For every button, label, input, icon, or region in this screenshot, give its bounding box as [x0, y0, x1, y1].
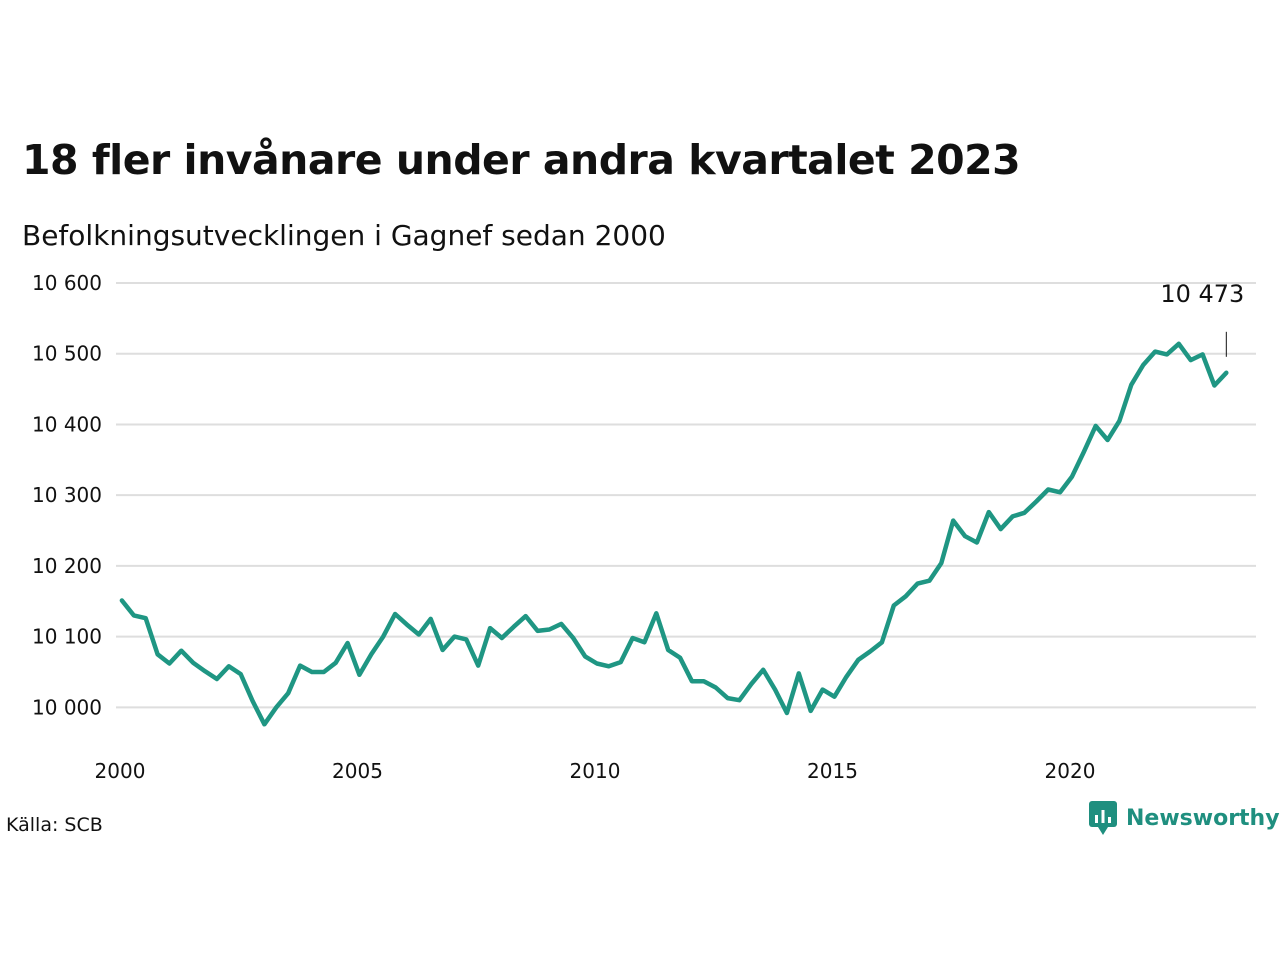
y-tick-label: 10 600 — [32, 271, 102, 295]
y-tick-label: 10 500 — [32, 342, 102, 366]
newsworthy-logo-icon — [1089, 801, 1117, 835]
x-tick-label: 2010 — [570, 759, 621, 783]
x-axis-tick-labels: 2000 2005 2010 2015 2020 — [95, 759, 1096, 783]
chart-title: 18 fler invånare under andra kvartalet 2… — [22, 136, 1021, 184]
x-tick-label: 2000 — [95, 759, 146, 783]
y-tick-label: 10 400 — [32, 412, 102, 436]
series-line — [119, 341, 1229, 727]
end-value-label: 10 473 — [1160, 280, 1244, 308]
end-annotation: 10 473 — [1160, 280, 1244, 357]
x-tick-label: 2015 — [807, 759, 858, 783]
brand-name: Newsworthy — [1126, 805, 1280, 831]
y-tick-label: 10 100 — [32, 625, 102, 649]
y-tick-label: 10 300 — [32, 483, 102, 507]
y-axis-tick-labels: 10 000 10 100 10 200 10 300 10 400 10 500 10 6… — [32, 271, 102, 719]
y-tick-label: 10 200 — [32, 554, 102, 578]
gridlines — [116, 282, 1256, 709]
x-tick-label: 2020 — [1045, 759, 1096, 783]
brand-logo: Newsworthy — [1088, 800, 1280, 836]
series-group — [119, 341, 1229, 727]
x-tick-label: 2005 — [332, 759, 383, 783]
y-tick-label: 10 000 — [32, 695, 102, 719]
source-note: Källa: SCB — [6, 814, 103, 836]
chart-subtitle: Befolkningsutvecklingen i Gagnef sedan 2… — [22, 219, 666, 252]
